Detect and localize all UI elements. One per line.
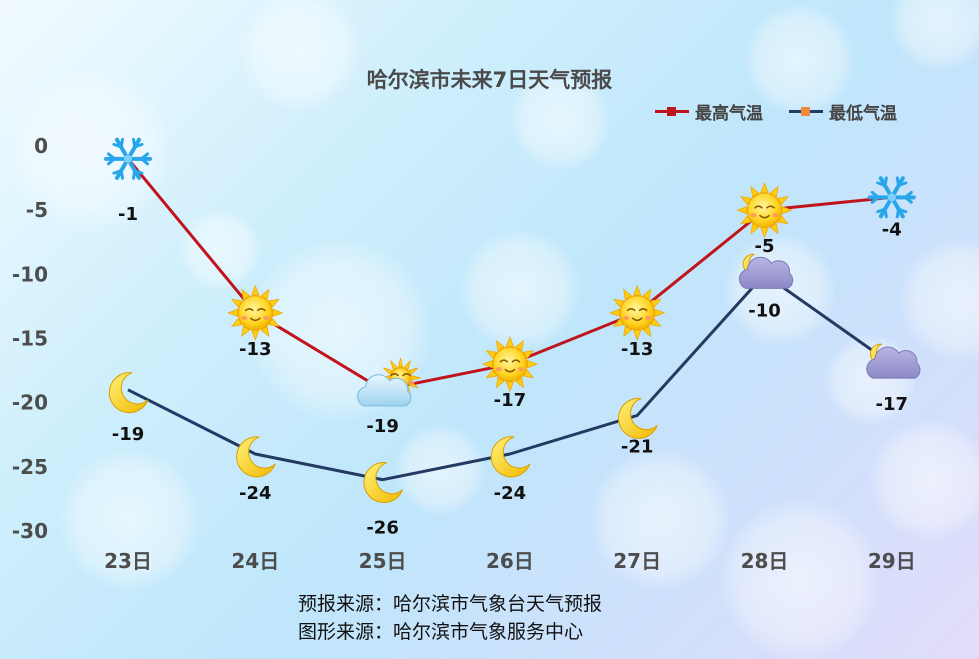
legend-label-high: 最高气温	[695, 103, 763, 124]
x-tick-label: 28日	[741, 549, 789, 573]
y-tick-label: 0	[34, 134, 48, 158]
moon-icon	[618, 397, 658, 439]
x-tick-label: 29日	[868, 549, 916, 573]
legend-swatch-high	[655, 106, 689, 116]
footer-forecast-source: 预报来源：哈尔滨市气象台天气预报	[298, 593, 603, 615]
chart-title: 哈尔滨市未来7日天气预报	[366, 68, 613, 92]
x-tick-label: 24日	[231, 549, 279, 573]
legend-item-low: 最低气温	[789, 99, 897, 124]
y-tick-label: -15	[12, 327, 48, 351]
x-tick-label: 25日	[359, 549, 407, 573]
y-tick-label: -5	[26, 198, 48, 222]
high-temp-label: -1	[118, 204, 138, 225]
y-tick-label: -10	[12, 262, 48, 286]
chart-footer: 预报来源：哈尔滨市气象台天气预报 图形来源：哈尔滨市气象服务中心	[298, 590, 602, 646]
x-tick-label: 23日	[104, 549, 152, 573]
low-temp-label: -24	[494, 483, 527, 504]
chart-legend: 最高气温 最低气温	[655, 99, 923, 124]
high-temp-label: -13	[621, 339, 654, 360]
moon-cloud-icon	[738, 253, 794, 289]
high-temp-label: -5	[755, 236, 775, 257]
x-tick-label: 26日	[486, 549, 534, 573]
snow-icon	[104, 137, 152, 180]
moon-icon	[108, 372, 149, 414]
high-temp-label: -13	[239, 339, 272, 360]
sun-icon	[736, 182, 793, 239]
moon-cloud-icon	[866, 343, 921, 379]
y-tick-label: -25	[12, 455, 48, 479]
sun-icon	[481, 336, 539, 393]
high-temp-label: -17	[494, 390, 527, 411]
moon-icon	[363, 462, 404, 503]
low-temp-label: -24	[239, 483, 272, 504]
high-temp-label: -4	[882, 219, 902, 240]
low-temp-label: -17	[876, 394, 909, 415]
x-tick-label: 27日	[613, 549, 661, 573]
sun-cloud-icon	[357, 357, 421, 407]
high-temp-label: -19	[366, 416, 399, 437]
snow-icon	[867, 176, 916, 219]
low-temp-label: -21	[621, 437, 654, 458]
moon-icon	[490, 436, 531, 478]
footer-graphic-source: 图形来源：哈尔滨市气象服务中心	[298, 621, 584, 643]
sun-icon	[227, 284, 284, 341]
low-temp-label: -26	[366, 518, 399, 539]
legend-item-high: 最高气温	[655, 99, 763, 124]
y-tick-label: -30	[12, 519, 48, 543]
legend-label-low: 最低气温	[829, 103, 897, 124]
low-temp-label: -19	[112, 424, 145, 445]
sun-icon	[609, 284, 666, 341]
moon-icon	[236, 436, 276, 478]
y-tick-label: -20	[12, 391, 48, 415]
low-temp-label: -10	[748, 300, 781, 321]
legend-swatch-low	[789, 106, 823, 116]
